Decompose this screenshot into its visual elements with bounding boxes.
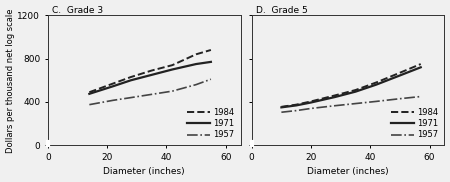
Line: 1984: 1984 — [90, 50, 211, 92]
1984 — [87, 91, 92, 93]
1984 — [418, 63, 423, 65]
1957 — [279, 111, 284, 113]
1984 — [128, 76, 134, 78]
1971 — [374, 84, 379, 86]
X-axis label: Diameter (inches): Diameter (inches) — [307, 167, 389, 176]
1957 — [308, 107, 314, 110]
1971 — [332, 96, 338, 98]
1984 — [293, 104, 299, 106]
1957 — [87, 104, 92, 106]
1957 — [332, 105, 338, 107]
1984 — [374, 81, 379, 84]
Legend: 1984, 1971, 1957: 1984, 1971, 1957 — [389, 107, 440, 141]
1984 — [170, 64, 175, 66]
1971 — [308, 101, 314, 104]
1971 — [170, 68, 175, 71]
1957 — [194, 84, 199, 86]
Text: C.  Grade 3: C. Grade 3 — [52, 6, 103, 15]
1971 — [87, 93, 92, 95]
1971 — [293, 104, 299, 106]
1971 — [110, 85, 116, 87]
1957 — [208, 78, 214, 80]
1971 — [149, 74, 154, 76]
1971 — [279, 106, 284, 108]
Legend: 1984, 1971, 1957: 1984, 1971, 1957 — [185, 107, 236, 141]
Line: 1957: 1957 — [90, 79, 211, 105]
Line: 1971: 1971 — [90, 62, 211, 94]
1971 — [99, 89, 104, 91]
X-axis label: Diameter (inches): Diameter (inches) — [104, 167, 185, 176]
Line: 1971: 1971 — [281, 67, 421, 107]
1984 — [99, 87, 104, 89]
1984 — [110, 82, 116, 85]
1957 — [99, 101, 104, 104]
1984 — [149, 70, 154, 72]
1957 — [110, 99, 116, 101]
1984 — [353, 89, 358, 91]
1971 — [194, 63, 199, 65]
1984 — [308, 100, 314, 102]
Line: 1984: 1984 — [281, 64, 421, 107]
1957 — [293, 110, 299, 112]
1957 — [397, 98, 403, 100]
1957 — [149, 93, 154, 95]
1957 — [170, 90, 175, 92]
1971 — [397, 74, 403, 76]
Line: 1957: 1957 — [281, 96, 421, 112]
1971 — [128, 79, 134, 81]
1957 — [374, 100, 379, 102]
Y-axis label: Dollars per thousand net log scale: Dollars per thousand net log scale — [5, 8, 14, 153]
1957 — [353, 102, 358, 105]
1984 — [194, 53, 199, 55]
1984 — [397, 72, 403, 74]
1984 — [279, 106, 284, 108]
1971 — [208, 61, 214, 63]
1971 — [353, 91, 358, 93]
Text: D.  Grade 5: D. Grade 5 — [256, 6, 307, 15]
1984 — [208, 49, 214, 51]
1957 — [128, 96, 134, 99]
1957 — [418, 95, 423, 98]
1984 — [332, 94, 338, 96]
1971 — [418, 66, 423, 68]
